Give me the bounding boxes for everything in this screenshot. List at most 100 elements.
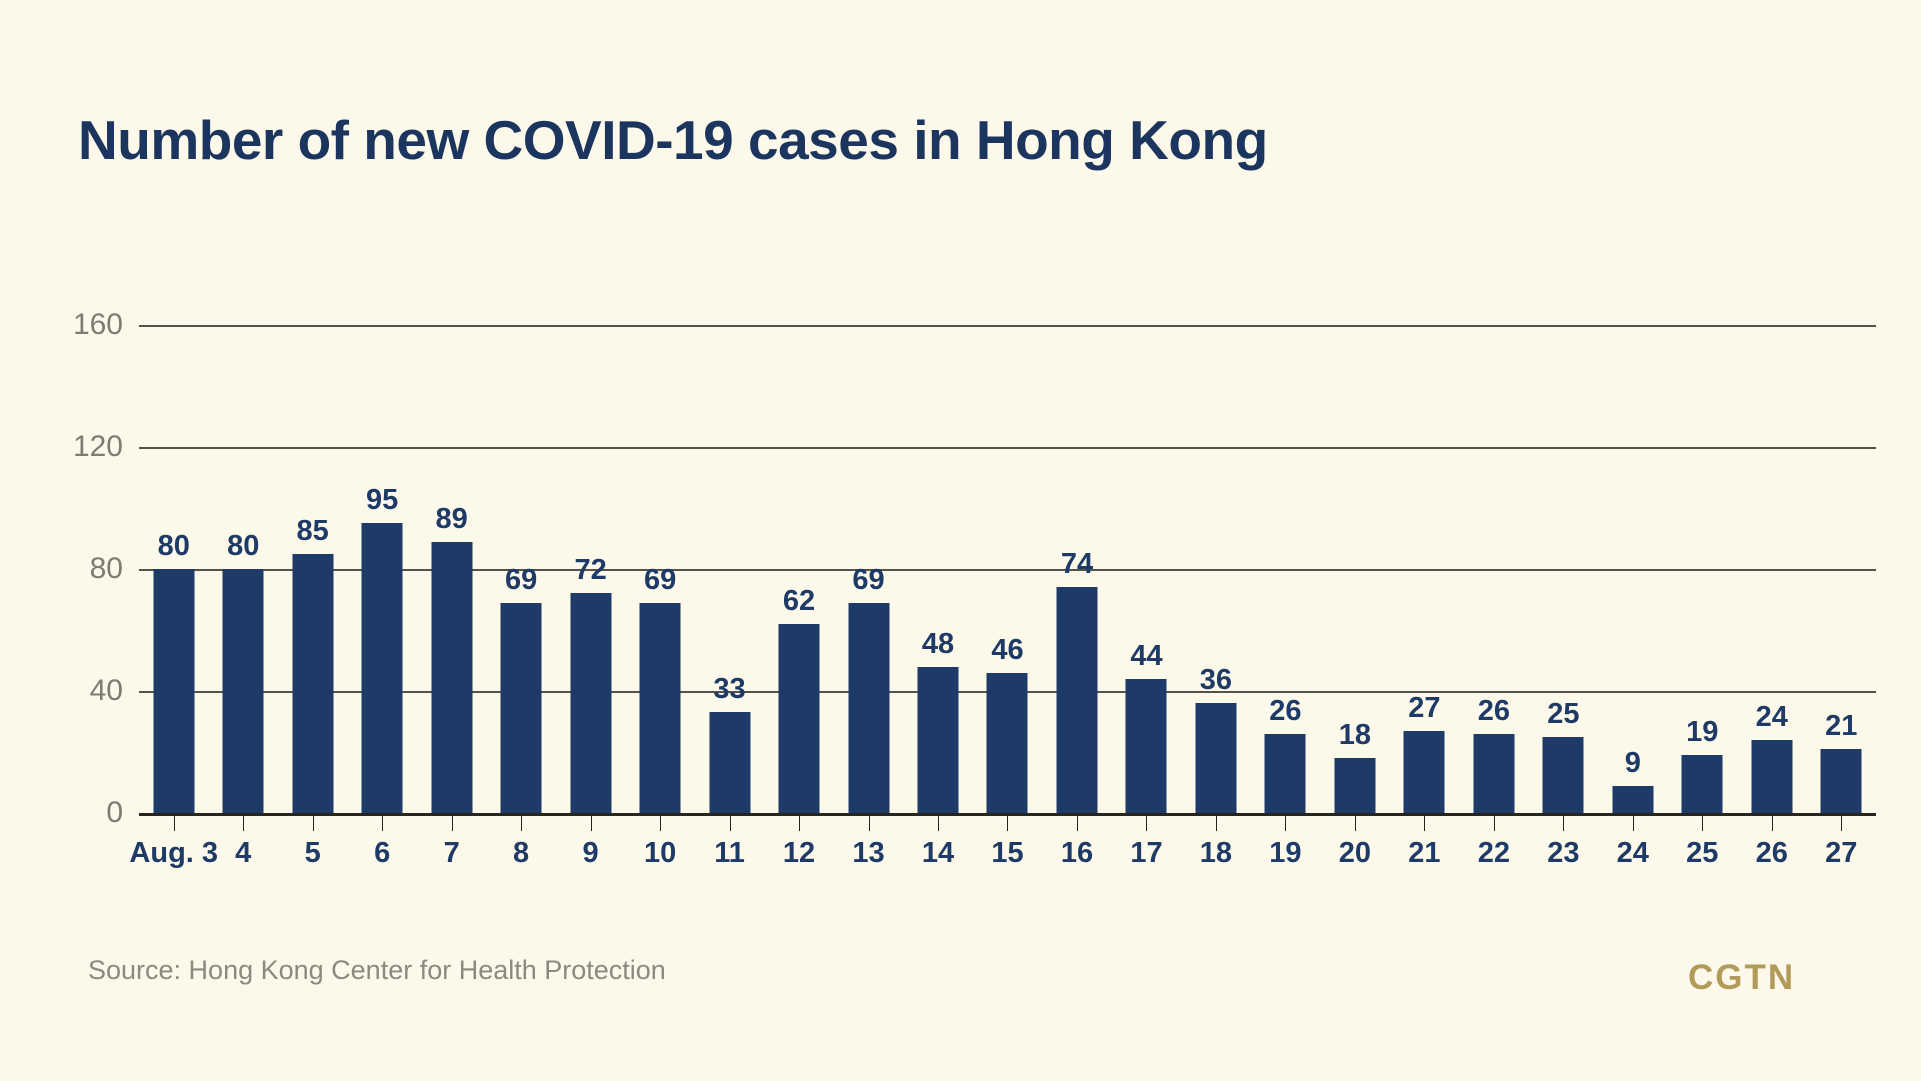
x-axis-tick (1007, 815, 1009, 831)
y-axis-label: 40 (89, 674, 123, 707)
x-axis-tick (451, 815, 453, 831)
bar-value-label: 69 (852, 563, 885, 596)
bar-slot: 69 13 (834, 325, 903, 869)
bar-value-label: 18 (1338, 719, 1372, 752)
bar (1820, 748, 1862, 813)
x-axis-tick (1076, 815, 1078, 831)
bar-value-label: 48 (921, 627, 955, 660)
bar (1125, 678, 1167, 813)
bar-value-label: 62 (782, 584, 816, 617)
bar-value-label: 24 (1755, 700, 1788, 733)
x-axis-label: 24 (1616, 837, 1649, 869)
x-axis-label: 18 (1199, 837, 1233, 869)
x-axis-tick (1702, 815, 1704, 831)
bar-slot: 19 25 (1668, 325, 1737, 869)
bar-slot: 69 8 (486, 325, 555, 869)
x-axis-line (139, 813, 1876, 816)
bar (1056, 587, 1098, 813)
x-axis-label: 17 (1130, 837, 1163, 869)
bar-slot: 46 15 (973, 325, 1042, 869)
x-axis-tick (243, 815, 245, 831)
bar-slot: 18 20 (1320, 325, 1389, 869)
source-attribution: Source: Hong Kong Center for Health Prot… (88, 955, 666, 985)
bar-slot: 33 11 (695, 325, 764, 869)
bar-value-label: 85 (296, 514, 329, 547)
bar (1195, 703, 1237, 813)
x-axis-tick (1215, 815, 1217, 831)
x-axis-tick (1563, 815, 1565, 831)
bar-value-label: 80 (227, 530, 260, 562)
x-axis-tick (1354, 815, 1356, 831)
bar-slot: 27 21 (1390, 325, 1459, 869)
bar-slot: 21 27 (1807, 325, 1876, 869)
x-axis-tick (729, 815, 731, 831)
bar-value-label: 69 (504, 563, 538, 596)
x-axis-label: 15 (991, 837, 1024, 869)
bar-slot: 85 5 (278, 325, 347, 869)
x-axis-tick (1771, 815, 1773, 831)
x-axis-label: 22 (1477, 837, 1510, 869)
x-axis-tick (382, 815, 384, 831)
x-axis-tick (1146, 815, 1148, 831)
bar-slot: 80 4 (208, 325, 277, 869)
bar-slot: 9 24 (1598, 325, 1667, 869)
x-axis-label: 7 (443, 837, 460, 869)
x-axis-label: 19 (1269, 837, 1302, 869)
bar-value-label: 95 (366, 484, 399, 517)
bar (639, 602, 681, 813)
bar-slot: 26 19 (1251, 325, 1320, 869)
y-axis-label: 0 (106, 796, 123, 829)
x-axis-tick (1841, 815, 1843, 831)
bar (153, 569, 195, 813)
bar-value-label: 33 (713, 673, 746, 706)
x-axis-label: 23 (1547, 837, 1580, 869)
x-axis-tick (312, 815, 314, 831)
bar (1542, 736, 1584, 813)
x-axis-label: 25 (1686, 837, 1719, 869)
bar-value-label: 27 (1408, 691, 1441, 724)
x-axis-label: 20 (1338, 837, 1372, 869)
bar (1334, 758, 1376, 813)
bar (1681, 755, 1723, 813)
bar-slot: 72 9 (556, 325, 625, 869)
bar (222, 569, 264, 813)
x-axis-tick (868, 815, 870, 831)
bar (431, 541, 473, 813)
gridline (139, 325, 1876, 327)
bar-value-label: 25 (1547, 697, 1580, 730)
x-axis-tick (1632, 815, 1634, 831)
bar (292, 553, 334, 813)
plot-area: 80 Aug. 3 80 4 85 5 95 6 89 7 69 8 72 9 69 10 33 11 62 12 69… (129, 325, 1876, 870)
x-axis-label: 5 (304, 837, 321, 869)
bar (361, 523, 403, 813)
x-axis-label: 8 (513, 837, 530, 869)
gridline (139, 569, 1876, 571)
bar-slot: 69 10 (625, 325, 694, 869)
bar-value-label: 36 (1199, 664, 1233, 697)
x-axis-label: 6 (374, 837, 391, 869)
x-axis-label: 13 (852, 837, 885, 869)
bar-slot: 95 6 (347, 325, 416, 869)
x-axis-label: 21 (1408, 837, 1441, 869)
bar-value-label: 89 (435, 502, 468, 535)
x-axis-tick (938, 815, 939, 831)
x-axis-tick (590, 815, 592, 831)
bar-slot: 62 12 (764, 325, 833, 869)
x-axis-label: 10 (643, 837, 677, 869)
bar-slot: 24 26 (1737, 325, 1806, 869)
x-axis-label: 9 (582, 837, 599, 869)
bar (986, 672, 1028, 813)
bar-slot: 44 17 (1112, 325, 1181, 869)
bar-slot: 80 Aug. 3 (129, 325, 218, 870)
bar (1264, 733, 1306, 813)
x-axis-label: 26 (1755, 837, 1788, 869)
bar (778, 623, 820, 813)
bar-value-label: 9 (1624, 746, 1641, 779)
x-axis-label: 27 (1825, 837, 1858, 869)
bar-slot: 25 23 (1529, 325, 1598, 869)
x-axis-label: 16 (1060, 837, 1094, 869)
bar (1473, 733, 1515, 813)
bar-slot: 89 7 (417, 325, 486, 869)
bar-slot: 74 16 (1042, 325, 1111, 869)
x-axis-label: 12 (782, 837, 816, 869)
